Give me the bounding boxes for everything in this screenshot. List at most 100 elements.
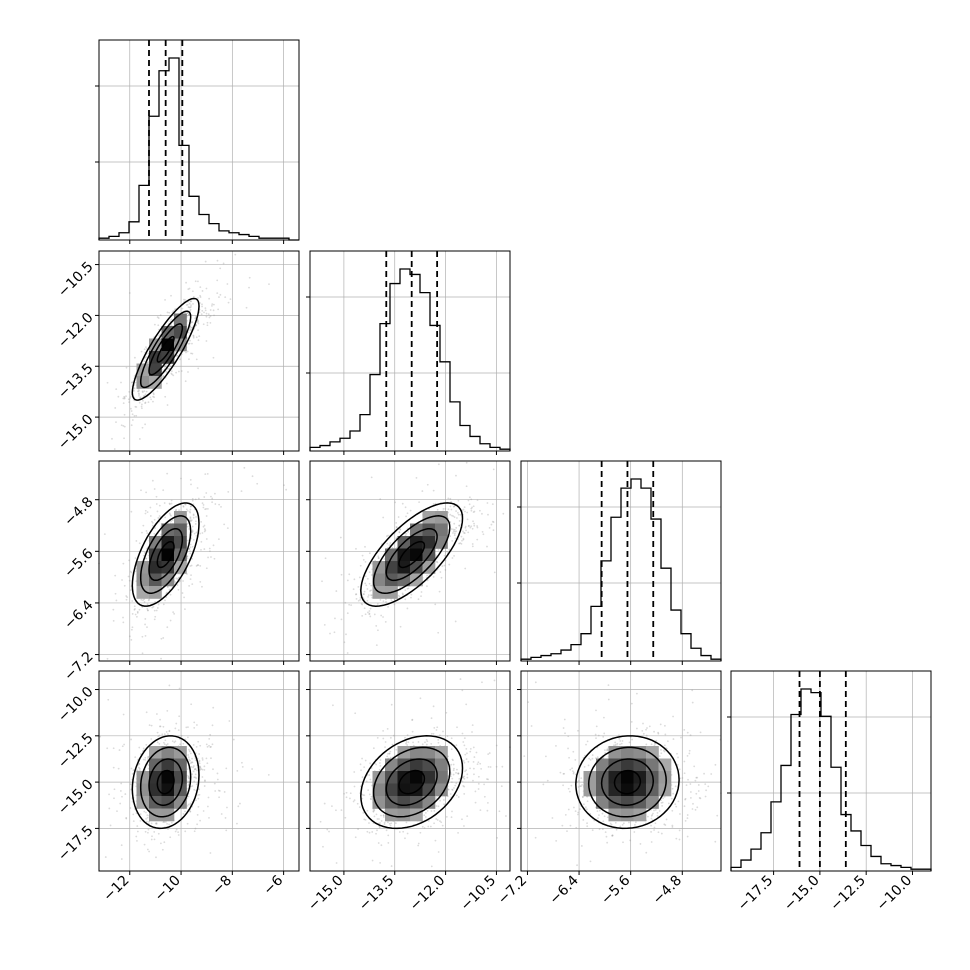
scatter-point	[433, 726, 436, 729]
scatter-point	[170, 514, 172, 517]
scatter-point	[577, 813, 579, 816]
scatter-point	[444, 507, 447, 510]
scatter-point	[147, 401, 150, 404]
scatter-point	[402, 593, 404, 596]
scatter-point	[426, 574, 429, 577]
scatter-point	[463, 793, 466, 795]
scatter-point	[470, 507, 473, 510]
scatter-point	[354, 712, 357, 715]
y-tick-label: −12.0	[55, 310, 97, 352]
scatter-point	[181, 307, 184, 310]
scatter-point	[463, 777, 466, 780]
scatter-point	[164, 365, 167, 368]
scatter-point	[189, 326, 192, 329]
scatter-point	[147, 609, 149, 612]
scatter-point	[383, 821, 386, 824]
scatter-point	[465, 485, 468, 488]
scatter-point	[146, 361, 149, 364]
scatter-point	[191, 497, 194, 500]
scatter-point	[379, 861, 382, 864]
scatter-point	[371, 859, 374, 862]
scatter-point	[165, 370, 167, 373]
scatter-point	[143, 551, 146, 554]
scatter-point	[189, 578, 192, 581]
scatter-point	[394, 822, 397, 825]
scatter-point	[406, 512, 409, 515]
scatter-point	[452, 515, 455, 517]
scatter-point	[404, 598, 407, 601]
scatter-point	[426, 579, 429, 582]
scatter-point	[139, 813, 142, 816]
scatter-point	[162, 489, 165, 492]
scatter-point	[186, 557, 189, 560]
scatter-point	[492, 468, 495, 471]
scatter-point	[437, 805, 440, 808]
scatter-point	[189, 310, 192, 312]
scatter-point	[371, 784, 373, 787]
scatter-point	[143, 843, 146, 846]
scatter-point	[437, 548, 440, 551]
scatter-point	[185, 726, 188, 729]
scatter-point	[161, 848, 164, 851]
scatter-point	[464, 753, 467, 756]
scatter-point	[379, 822, 381, 824]
scatter-point	[160, 533, 162, 536]
scatter-point	[364, 560, 367, 563]
scatter-point	[147, 352, 150, 355]
scatter-point	[145, 491, 148, 494]
scatter-point	[469, 526, 472, 529]
contour-level	[156, 540, 175, 569]
scatter-point	[166, 404, 169, 406]
scatter-point	[178, 370, 180, 373]
scatter-point	[377, 557, 380, 560]
scatter-point	[488, 752, 491, 754]
contour-level	[148, 528, 184, 582]
scatter-point	[450, 816, 453, 819]
scatter-point	[457, 499, 460, 502]
scatter-point	[147, 756, 149, 759]
scatter-point	[370, 795, 373, 798]
scatter-point	[446, 550, 449, 553]
scatter-point	[122, 621, 125, 624]
scatter-point	[144, 402, 147, 405]
scatter-point	[361, 603, 364, 606]
hist-panel-1	[306, 250, 511, 455]
scatter-point	[465, 758, 468, 760]
scatter-point	[229, 298, 232, 301]
scatter-point	[190, 352, 192, 355]
scatter-point	[136, 610, 139, 613]
scatter-point	[202, 506, 205, 509]
scatter-point	[165, 744, 168, 746]
scatter-point	[168, 311, 171, 314]
scatter-point	[197, 329, 199, 332]
scatter-point	[348, 603, 351, 606]
scatter-point	[192, 514, 195, 517]
scatter-panel-0-2: −7.2−6.4−5.6−4.8	[61, 460, 300, 684]
scatter-point	[660, 752, 663, 755]
scatter-point	[204, 260, 207, 263]
density-cell	[161, 758, 175, 772]
scatter-point	[340, 618, 343, 621]
scatter-point	[218, 796, 220, 799]
contour-level	[372, 515, 451, 595]
scatter-point	[160, 657, 162, 660]
scatter-point	[438, 590, 441, 593]
scatter-point	[382, 616, 384, 618]
scatter-point	[363, 766, 366, 769]
panel-frame	[309, 460, 511, 662]
scatter-point	[168, 729, 171, 732]
scatter-point	[174, 740, 177, 743]
scatter-point	[355, 597, 358, 600]
scatter-point	[364, 613, 367, 616]
scatter-point	[433, 822, 436, 825]
scatter-point	[150, 398, 152, 401]
x-tick-label: −13.5	[356, 873, 398, 915]
scatter-point	[136, 390, 139, 393]
scatter-point	[200, 540, 203, 543]
scatter-point	[462, 741, 465, 743]
scatter-point	[455, 530, 458, 533]
scatter-point	[395, 525, 398, 528]
scatter-point	[190, 574, 192, 577]
scatter-point	[210, 745, 212, 748]
scatter-point	[111, 437, 113, 440]
